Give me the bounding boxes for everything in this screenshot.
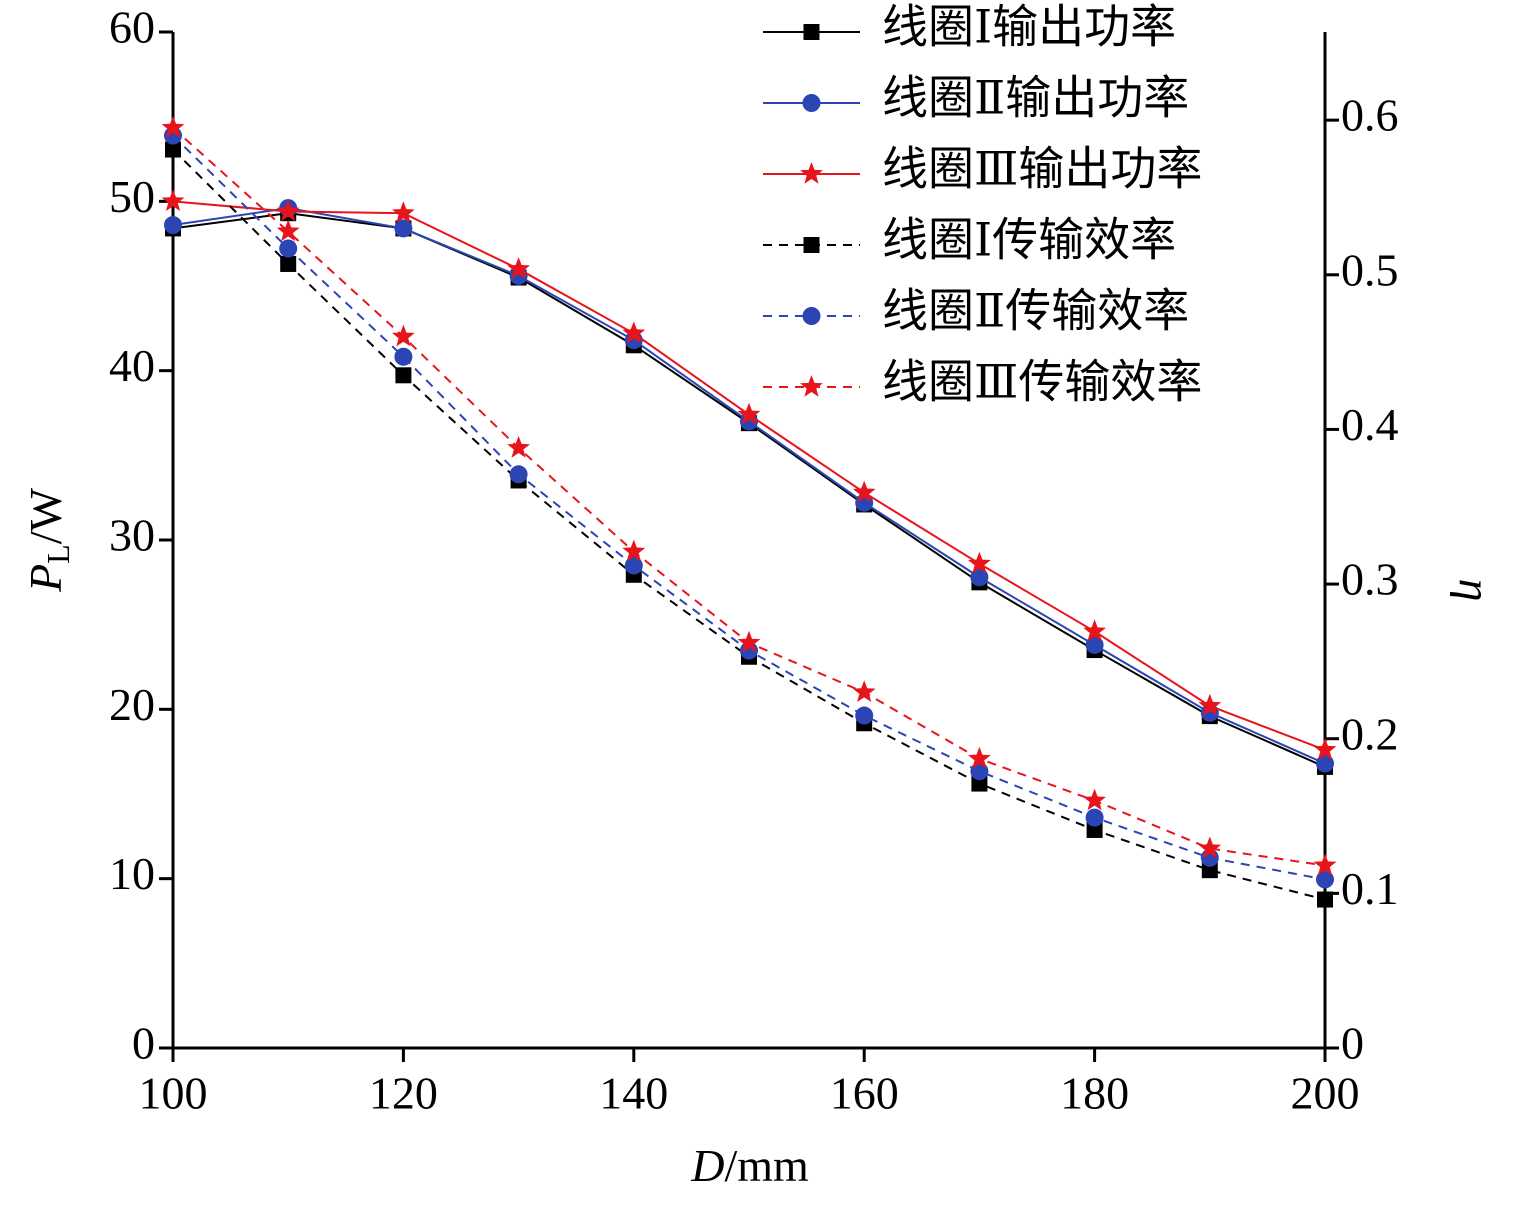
marker-star (1198, 693, 1222, 716)
x-label-symbol: D (690, 1140, 724, 1191)
marker-circle (394, 219, 413, 238)
marker-circle (1085, 808, 1104, 827)
marker-star (392, 324, 415, 347)
legend-circle (802, 307, 821, 325)
y-tick-label: 0 (132, 1018, 155, 1069)
y2-tick-label: 0.2 (1341, 708, 1399, 759)
marker-star (161, 115, 185, 138)
legend-label: 线圈Ⅲ输出功率 (882, 144, 1202, 195)
marker-circle (1316, 754, 1334, 773)
marker-circle (279, 239, 298, 258)
x-tick-label: 160 (830, 1068, 899, 1119)
marker-circle (1316, 870, 1334, 889)
y-tick-label: 50 (109, 171, 155, 222)
y-tick-label: 60 (109, 2, 155, 53)
y-label-symbol: P (20, 564, 71, 593)
marker-circle (509, 465, 528, 484)
x-tick-label: 180 (1060, 1068, 1129, 1119)
y-tick-label: 40 (109, 340, 155, 391)
legend-square (803, 24, 820, 40)
marker-star (737, 630, 761, 653)
x-axis-label: D/mm (690, 1140, 809, 1191)
marker-square (165, 141, 181, 158)
x-tick-label: 140 (599, 1068, 668, 1119)
marker-square (1086, 821, 1103, 838)
marker-star (968, 746, 991, 769)
y-tick-label: 30 (109, 510, 155, 561)
marker-star (1313, 738, 1337, 760)
marker-star (622, 321, 646, 344)
y-label-subscript: L (40, 544, 76, 564)
legend-label: 线圈Ⅱ传输效率 (882, 286, 1189, 337)
marker-circle (164, 216, 182, 235)
legend-label: 线圈Ⅰ传输效率 (882, 215, 1176, 266)
y2-tick-label: 0.4 (1341, 399, 1399, 450)
y2-tick-label: 0.1 (1341, 863, 1399, 914)
marker-star (737, 402, 761, 425)
marker-star (1198, 836, 1222, 859)
marker-circle (855, 706, 874, 725)
legend-star (800, 375, 823, 397)
y-axis-label: PL/W (20, 487, 77, 592)
marker-circle (1085, 635, 1104, 654)
x-tick-label: 100 (139, 1068, 208, 1119)
legend-square (803, 237, 820, 253)
marker-circle (624, 556, 643, 575)
y2-tick-label: 0.6 (1341, 90, 1399, 141)
marker-square (280, 255, 297, 272)
x-tick-label: 200 (1291, 1068, 1360, 1119)
legend-star (800, 162, 823, 184)
marker-star (622, 539, 646, 562)
marker-star (852, 680, 876, 702)
marker-star (507, 257, 530, 279)
marker-circle (394, 347, 413, 366)
legend-label: 线圈Ⅲ传输效率 (882, 357, 1202, 408)
marker-star (1313, 853, 1337, 876)
marker-star (161, 189, 185, 211)
legend-label: 线圈Ⅱ输出功率 (882, 73, 1189, 124)
marker-star (392, 201, 415, 223)
marker-star (276, 219, 300, 242)
y-label-unit: /W (20, 487, 71, 544)
marker-circle (970, 568, 989, 587)
x-tick-label: 120 (369, 1068, 438, 1119)
marker-star (968, 551, 991, 574)
legend-circle (802, 94, 821, 112)
marker-star (276, 199, 300, 222)
y2-tick-label: 0.5 (1341, 244, 1399, 295)
marker-square (1317, 891, 1333, 908)
marker-star (507, 436, 530, 458)
marker-square (395, 367, 412, 384)
y2-tick-label: 0.3 (1341, 554, 1399, 605)
legend-label: 线圈Ⅰ输出功率 (882, 2, 1176, 53)
y2-tick-label: 0 (1341, 1018, 1364, 1069)
y-tick-label: 20 (109, 679, 155, 730)
marker-star (1083, 619, 1106, 642)
x-label-unit: /mm (724, 1140, 809, 1191)
marker-square (971, 775, 988, 792)
marker-square (1201, 862, 1218, 879)
marker-circle (970, 762, 989, 781)
y2-axis-label: η (1449, 579, 1500, 602)
y-tick-label: 10 (109, 848, 155, 899)
marker-star (852, 480, 876, 503)
marker-star (1083, 788, 1106, 811)
